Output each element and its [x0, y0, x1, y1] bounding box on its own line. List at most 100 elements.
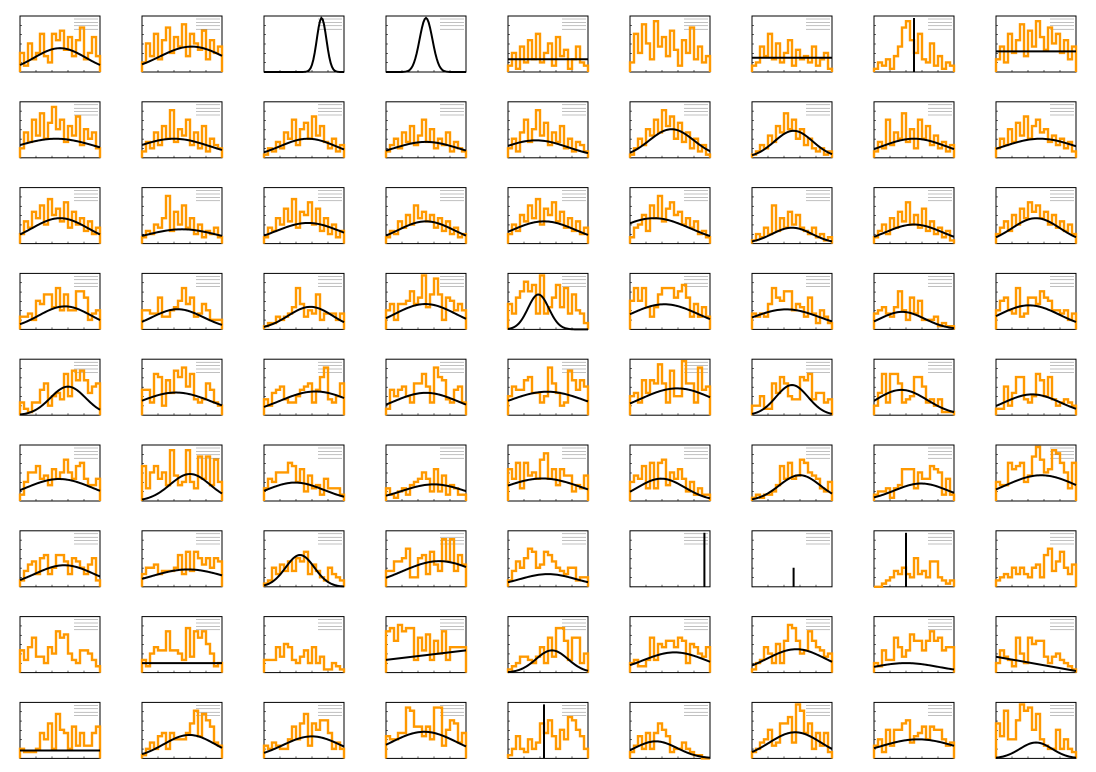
histogram-bars [872, 630, 956, 673]
fit-curve [751, 648, 833, 667]
fit-curve [873, 662, 955, 671]
plot-frame [629, 272, 711, 330]
histogram-panel [628, 701, 711, 760]
histogram-panel [384, 530, 468, 588]
histogram-bars [18, 630, 102, 673]
histogram-bars [262, 115, 346, 158]
fit-curve [629, 387, 711, 405]
histogram-panel [262, 358, 346, 416]
histogram-bars [18, 286, 102, 330]
histogram-bars [994, 286, 1078, 330]
histogram-panel [18, 358, 102, 416]
fit-curve [995, 474, 1077, 491]
fit-curve [385, 140, 467, 152]
fit-curve [141, 45, 223, 66]
histogram-panel [872, 701, 956, 759]
histogram-panel [384, 272, 468, 330]
histogram-panel [384, 101, 468, 159]
histogram-panel [628, 616, 712, 674]
fit-curve [141, 472, 223, 501]
histogram-bars [140, 366, 224, 416]
fit-curve [507, 139, 589, 155]
histogram-bars [506, 547, 590, 587]
histogram-bars [384, 274, 468, 330]
histogram-panel [384, 187, 468, 245]
fit-curve [385, 560, 467, 579]
fit-curve [19, 385, 101, 416]
histogram-panel [628, 272, 712, 330]
fit-curve [995, 741, 1077, 759]
fit-curve [141, 137, 223, 151]
plot-frame [629, 530, 711, 588]
histogram-panel [994, 101, 1078, 159]
fit-curve [873, 310, 955, 330]
histogram-panel [994, 15, 1078, 73]
histogram-bars [262, 461, 346, 501]
histogram-bars [628, 722, 710, 760]
histogram-bars [384, 706, 468, 759]
histogram-panel [18, 444, 102, 502]
histogram-bars [506, 274, 590, 330]
plot-frame [141, 444, 223, 502]
plot-frame [263, 701, 345, 759]
histogram-panel [262, 616, 346, 674]
fit-curve [629, 303, 711, 321]
fit-curve [385, 730, 467, 748]
histogram-bars [140, 194, 224, 244]
histogram-bars [384, 537, 468, 587]
fit-curve [263, 735, 345, 754]
histogram-panel [262, 187, 346, 245]
histogram-panel [872, 616, 956, 674]
fit-curve [385, 649, 467, 661]
fit-curve [873, 388, 955, 414]
histogram-bars [262, 642, 346, 673]
histogram-panel [506, 616, 590, 674]
fit-curve [386, 16, 466, 73]
histogram-bars [140, 626, 224, 673]
fit-curve [19, 478, 101, 492]
histogram-panel [628, 444, 712, 502]
histogram-panel [140, 358, 224, 416]
histogram-panel [140, 15, 224, 73]
histogram-panel [872, 358, 956, 416]
histogram-bars [628, 636, 712, 673]
fit-curve [507, 390, 589, 403]
fit-curve [751, 129, 833, 157]
fit-curve [995, 304, 1077, 323]
histogram-bars [628, 19, 712, 72]
histogram-panel [872, 101, 956, 159]
histogram-bars [140, 23, 224, 72]
histogram-panel [140, 701, 224, 759]
histogram-panel [750, 187, 834, 245]
histogram-panel [262, 444, 346, 502]
histogram-bars [628, 283, 712, 330]
histogram-panel [506, 701, 590, 759]
histogram-bars [140, 448, 224, 501]
histogram-bars [994, 445, 1078, 501]
fit-curve [507, 477, 589, 491]
histogram-bars [384, 204, 468, 244]
histogram-panel [140, 187, 224, 245]
fit-curve [629, 651, 711, 667]
histogram-panel [140, 444, 224, 502]
histogram-panel [872, 444, 956, 502]
histogram-panel [384, 444, 468, 502]
histogram-bars [140, 709, 224, 759]
plot-frame [263, 15, 345, 73]
histogram-bars [994, 547, 1078, 587]
histogram-panel [506, 358, 590, 416]
fit-curve [629, 740, 711, 759]
histogram-panel [18, 187, 102, 245]
histogram-panel [994, 444, 1078, 502]
plot-frame [19, 616, 101, 674]
fit-curve [141, 228, 223, 237]
plot-frame [385, 15, 467, 73]
histogram-panel [628, 101, 712, 159]
fit-curve [385, 391, 467, 406]
histogram-panel [140, 530, 224, 588]
histogram-bars [750, 703, 834, 759]
histogram-panel [994, 701, 1078, 759]
fit-curve [264, 16, 344, 73]
fit-curve [19, 137, 101, 149]
